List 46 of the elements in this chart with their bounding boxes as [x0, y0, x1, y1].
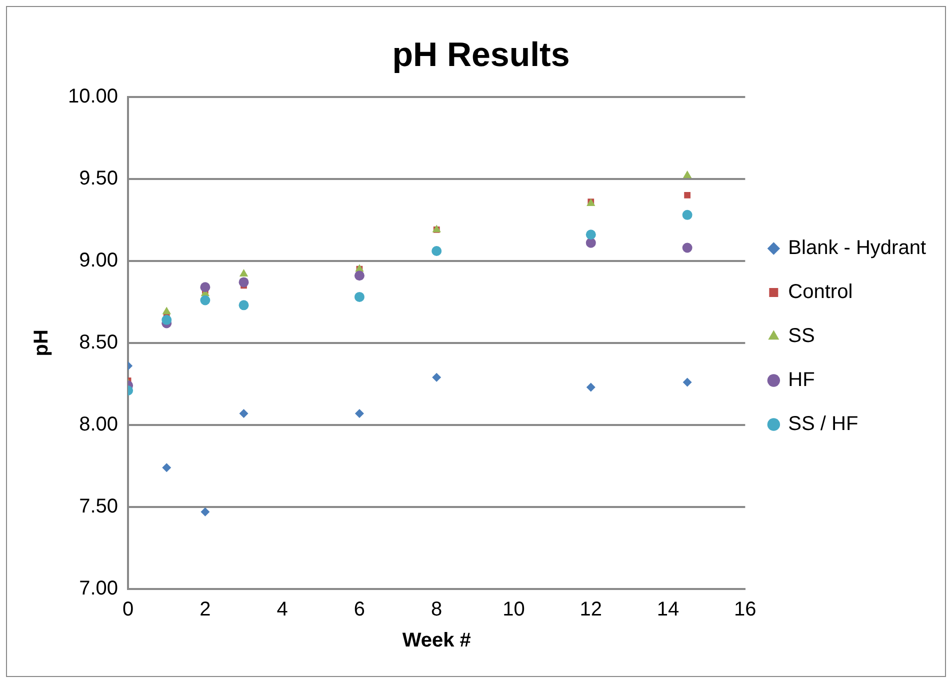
- y-tick-label: 7.50: [79, 495, 118, 518]
- point: [200, 295, 210, 306]
- x-tick-label: 6: [354, 598, 366, 621]
- point: [586, 382, 596, 392]
- y-tick-label: 7.00: [79, 578, 118, 600]
- point: [354, 292, 364, 302]
- x-tick-label: 4: [276, 598, 288, 621]
- y-tick-label: 10.00: [68, 85, 118, 108]
- point: [682, 170, 692, 178]
- point: [354, 408, 364, 418]
- y-tick-label: 9.00: [79, 249, 118, 272]
- legend-label: Control: [788, 281, 853, 304]
- x-tick-label: 12: [580, 598, 602, 621]
- point: [239, 268, 248, 276]
- point: [238, 300, 249, 310]
- x-axis-title: Week #: [402, 630, 471, 652]
- point: [162, 306, 171, 314]
- y-tick-label: 9.50: [79, 167, 118, 190]
- legend-label: HF: [788, 369, 815, 392]
- point: [432, 246, 442, 256]
- point: [682, 378, 692, 387]
- point: [432, 372, 442, 382]
- y-tick-label: 8.50: [79, 331, 118, 354]
- x-tick-label: 10: [502, 598, 525, 621]
- legend-label: SS / HF: [788, 413, 858, 436]
- x-tick-label: 2: [200, 598, 211, 621]
- point: [682, 210, 692, 220]
- point: [162, 314, 172, 325]
- point: [682, 242, 692, 253]
- y-tick-label: 8.00: [79, 413, 118, 436]
- legend-label: Blank - Hydrant: [788, 237, 926, 260]
- chart-title: pH Results: [392, 36, 570, 74]
- point: [238, 277, 249, 288]
- point: [684, 192, 690, 198]
- point: [239, 408, 248, 418]
- point: [200, 507, 210, 516]
- x-tick-label: 14: [656, 598, 680, 621]
- point: [354, 270, 364, 281]
- point: [200, 282, 210, 292]
- x-tick-label: 8: [431, 598, 442, 621]
- point: [586, 230, 596, 240]
- x-tick-label: 16: [734, 598, 756, 621]
- x-tick-label: 0: [122, 598, 134, 621]
- legend-label: SS: [788, 325, 815, 348]
- y-axis-title: pH: [30, 330, 53, 356]
- point: [162, 463, 172, 472]
